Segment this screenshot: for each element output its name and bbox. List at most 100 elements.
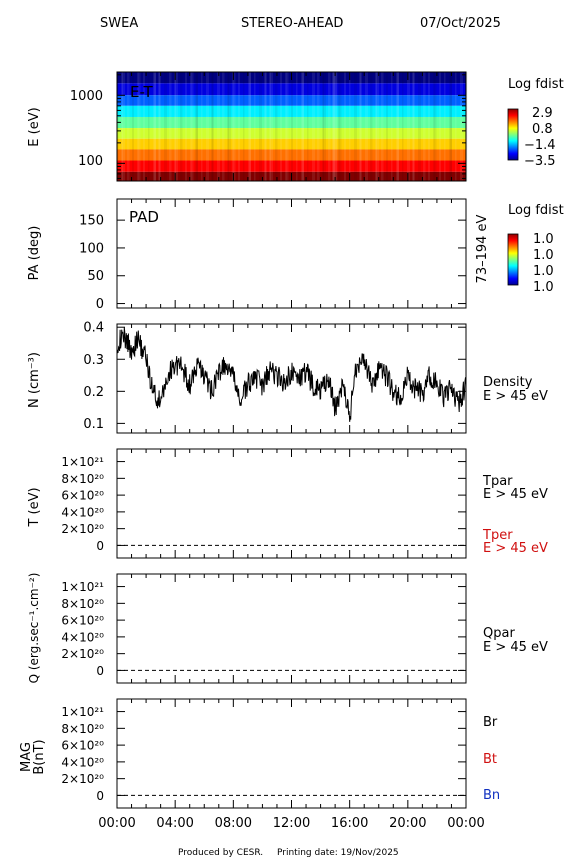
et-time-streak xyxy=(302,72,304,181)
pad-panel-label: PAD xyxy=(129,208,159,226)
et-time-streak xyxy=(412,72,415,181)
et-time-streak xyxy=(211,72,214,181)
et-time-streak xyxy=(317,72,320,181)
et-time-streak xyxy=(164,72,167,181)
et-time-streak xyxy=(407,72,410,181)
et-time-streak xyxy=(153,72,156,181)
et-time-streak xyxy=(312,72,315,181)
et-colorbar-title: Log fdist xyxy=(508,77,564,92)
footer-credit: Produced by CESR. xyxy=(178,848,263,858)
et-time-streak xyxy=(418,72,421,181)
et-time-streak xyxy=(143,72,145,181)
et-time-streak xyxy=(439,72,441,181)
et-time-streak xyxy=(296,72,298,181)
et-time-streak xyxy=(233,72,236,181)
pad-yticks: 0 50 100 150 xyxy=(79,214,466,312)
tpar-legend-name: Tpar xyxy=(482,474,513,489)
ytick-label: 2×10²⁰ xyxy=(61,647,104,661)
temperature-yticks: 0 2×10²⁰ 4×10²⁰ 6×10²⁰ 8×10²⁰ 1×10²¹ xyxy=(61,455,466,553)
density-series-line xyxy=(116,327,467,422)
heatflux-frame xyxy=(116,573,467,684)
ytick-label: 50 xyxy=(87,269,104,284)
et-time-streak xyxy=(365,72,368,181)
spacecraft-name: STEREO-AHEAD xyxy=(241,16,343,31)
ytick-label: 1×10²¹ xyxy=(61,580,104,594)
et-time-streak xyxy=(158,72,161,181)
tper-legend-name: Tper xyxy=(482,528,513,543)
et-time-streak xyxy=(301,72,304,181)
et-time-streak xyxy=(148,72,150,181)
et-time-streak xyxy=(249,72,251,181)
et-time-streak xyxy=(333,72,335,181)
et-time-streak xyxy=(397,72,399,181)
pad-colorbar-tick: 1.0 xyxy=(533,264,554,279)
ytick-label: 1×10²¹ xyxy=(61,705,104,719)
heatflux-panel: 0 2×10²⁰ 4×10²⁰ 6×10²⁰ 8×10²⁰ 1×10²¹ Q (erg.s… xyxy=(27,573,548,684)
ytick-label: 8×10²⁰ xyxy=(61,472,104,486)
et-time-streak xyxy=(359,72,362,181)
temperature-ylabel: T (eV) xyxy=(27,487,42,527)
et-time-streak xyxy=(121,72,123,181)
et-time-streak xyxy=(175,72,178,181)
ytick-label: 8×10²⁰ xyxy=(61,597,104,611)
et-colorbar-tick: −1.4 xyxy=(524,138,556,153)
ytick-label: 6×10²⁰ xyxy=(61,614,104,628)
et-ytick-100: 100 xyxy=(78,154,103,169)
et-time-streak xyxy=(423,72,426,181)
et-time-streak xyxy=(307,72,309,181)
et-time-streak xyxy=(381,72,384,181)
et-time-streak xyxy=(275,72,278,181)
ytick-label: 2×10²⁰ xyxy=(61,522,104,536)
et-time-streak xyxy=(322,72,324,181)
et-ylabel: E (eV) xyxy=(27,107,42,146)
heatflux-ylabel: Q (erg.sec⁻¹.cm⁻²) xyxy=(27,573,41,684)
tper-legend-subtitle: E > 45 eV xyxy=(483,541,548,556)
et-time-streak xyxy=(354,72,357,181)
et-time-streak xyxy=(264,72,267,181)
et-time-streak xyxy=(375,72,377,181)
et-time-streak xyxy=(323,72,326,181)
ytick-label: 2×10²⁰ xyxy=(61,772,104,786)
density-ylabel: N (cm⁻³) xyxy=(27,352,42,408)
ytick-label: 1×10²¹ xyxy=(61,455,104,469)
et-time-streak xyxy=(286,72,289,181)
time-axis-labels: 00:00 04:00 08:00 12:00 16:00 20:00 00:00 xyxy=(98,816,484,831)
et-event-streak xyxy=(332,72,338,181)
ytick-label: 0 xyxy=(96,789,104,803)
pad-colorbar-tick: 1.0 xyxy=(533,232,554,247)
temperature-frame xyxy=(116,448,467,559)
et-time-streak xyxy=(344,72,346,181)
et-colorbar-tick: −3.5 xyxy=(524,154,556,169)
heatflux-yticks: 0 2×10²⁰ 4×10²⁰ 6×10²⁰ 8×10²⁰ 1×10²¹ xyxy=(61,580,466,678)
et-time-streak xyxy=(227,72,229,181)
et-energy-band xyxy=(117,95,466,106)
xtick-label: 12:00 xyxy=(273,816,310,831)
ytick-label: 0 xyxy=(96,664,104,678)
pad-ylabel: PA (deg) xyxy=(27,226,42,281)
et-time-streak xyxy=(460,72,463,181)
et-time-streak xyxy=(238,72,240,181)
plot-date: 07/Oct/2025 xyxy=(420,16,501,31)
footer-printing-date: Printing date: 19/Nov/2025 xyxy=(277,848,399,858)
et-energy-band xyxy=(117,128,466,139)
et-time-streak xyxy=(269,72,271,181)
density-legend-subtitle: E > 45 eV xyxy=(483,389,548,404)
xtick-label: 08:00 xyxy=(215,816,252,831)
et-energy-band xyxy=(117,149,466,161)
et-time-streak xyxy=(228,72,231,181)
ytick-label: 0.2 xyxy=(83,385,104,400)
et-time-streak xyxy=(328,72,331,181)
et-time-streak xyxy=(185,72,187,181)
et-time-streak xyxy=(349,72,351,181)
pad-energy-range: 73–194 eV xyxy=(475,214,490,283)
ytick-label: 4×10²⁰ xyxy=(61,630,104,644)
et-colorbar xyxy=(507,108,519,161)
et-spectrogram-panel: E-T E (eV) 1000 100 Log fdist 2.9 0.8 −1… xyxy=(27,71,564,182)
et-time-streak xyxy=(248,72,251,181)
et-time-streak xyxy=(391,72,393,181)
et-time-streak xyxy=(386,72,388,181)
ytick-label: 4×10²⁰ xyxy=(61,755,104,769)
et-time-streak xyxy=(450,72,452,181)
et-time-streak xyxy=(291,72,293,181)
et-time-streak xyxy=(444,72,446,181)
